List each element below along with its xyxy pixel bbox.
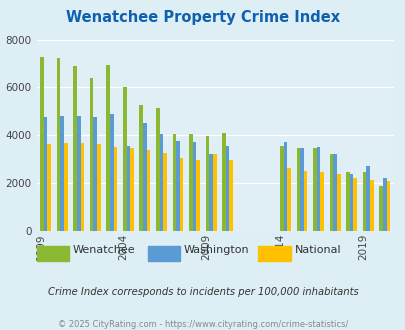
- Bar: [80, 144, 84, 231]
- Bar: [57, 58, 60, 231]
- Bar: [316, 147, 320, 231]
- Bar: [130, 148, 134, 231]
- Bar: [386, 181, 389, 231]
- Bar: [44, 116, 47, 231]
- Text: Wenatchee Property Crime Index: Wenatchee Property Crime Index: [66, 10, 339, 25]
- Bar: [225, 146, 229, 231]
- Bar: [212, 154, 216, 231]
- Bar: [176, 141, 179, 231]
- Bar: [378, 185, 382, 231]
- Bar: [159, 134, 163, 231]
- Bar: [146, 150, 150, 231]
- Text: Crime Index corresponds to incidents per 100,000 inhabitants: Crime Index corresponds to incidents per…: [47, 287, 358, 297]
- Bar: [192, 142, 196, 231]
- Bar: [222, 133, 225, 231]
- Bar: [345, 172, 349, 231]
- Bar: [362, 172, 365, 231]
- Bar: [77, 116, 80, 231]
- Bar: [40, 57, 44, 231]
- Bar: [156, 108, 159, 231]
- Bar: [333, 154, 336, 231]
- Text: © 2025 CityRating.com - https://www.cityrating.com/crime-statistics/: © 2025 CityRating.com - https://www.city…: [58, 320, 347, 329]
- Bar: [143, 123, 146, 231]
- Bar: [172, 134, 176, 231]
- Bar: [299, 148, 303, 231]
- Bar: [73, 66, 77, 231]
- Bar: [349, 174, 353, 231]
- Bar: [126, 146, 130, 231]
- Bar: [179, 158, 183, 231]
- Bar: [47, 145, 51, 231]
- Bar: [139, 105, 143, 231]
- Bar: [320, 172, 323, 231]
- Bar: [163, 152, 166, 231]
- Bar: [209, 154, 212, 231]
- Bar: [205, 137, 209, 231]
- Bar: [113, 147, 117, 231]
- Bar: [93, 116, 97, 231]
- Bar: [329, 154, 333, 231]
- Bar: [283, 142, 287, 231]
- Bar: [279, 146, 283, 231]
- Bar: [60, 116, 64, 231]
- Bar: [303, 171, 307, 231]
- Bar: [64, 143, 68, 231]
- Bar: [287, 168, 290, 231]
- Bar: [336, 174, 340, 231]
- Text: Wenatchee: Wenatchee: [73, 245, 135, 255]
- Bar: [382, 178, 386, 231]
- Bar: [365, 166, 369, 231]
- Bar: [312, 148, 316, 231]
- Bar: [296, 148, 299, 231]
- Bar: [229, 160, 232, 231]
- Bar: [90, 78, 93, 231]
- Bar: [353, 178, 356, 231]
- Bar: [123, 87, 126, 231]
- Text: National: National: [294, 245, 341, 255]
- Bar: [106, 65, 110, 231]
- Bar: [97, 145, 100, 231]
- Bar: [189, 134, 192, 231]
- Text: Washington: Washington: [183, 245, 249, 255]
- Bar: [110, 114, 113, 231]
- Bar: [196, 160, 200, 231]
- Bar: [369, 180, 373, 231]
